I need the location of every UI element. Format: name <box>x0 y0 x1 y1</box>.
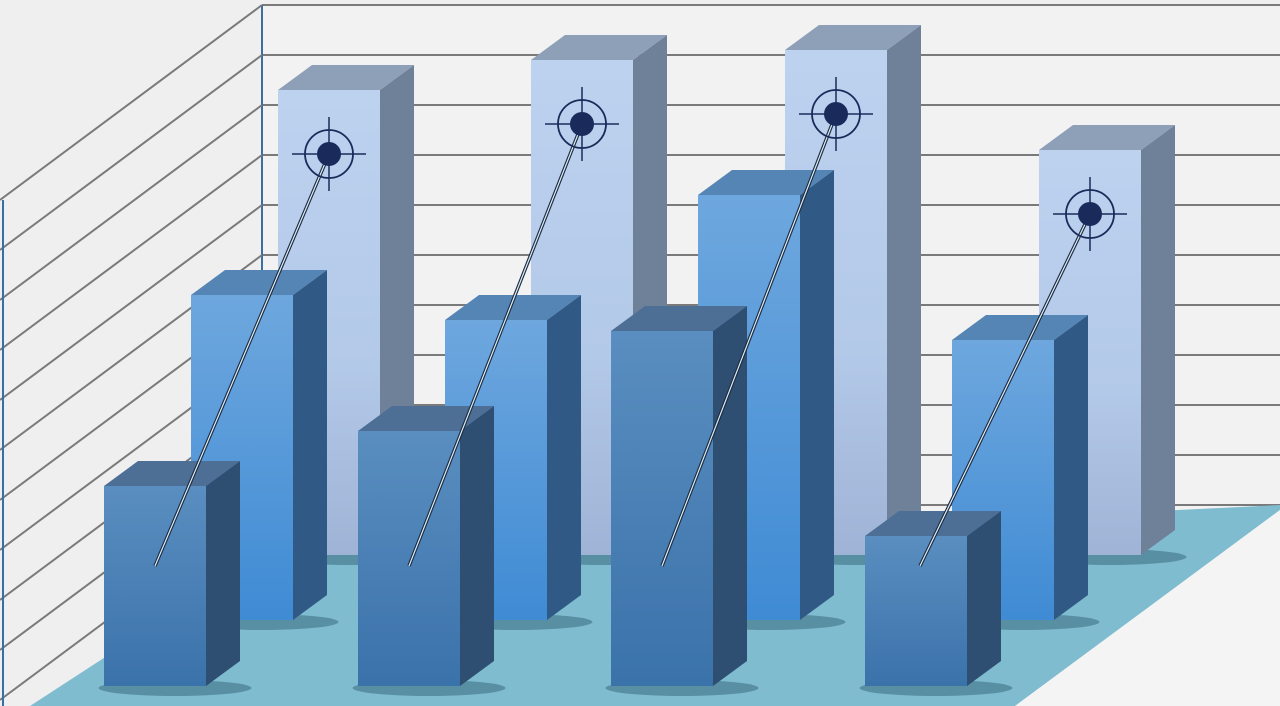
bar-top-face <box>445 295 581 320</box>
left-wall-gridline <box>0 204 263 401</box>
bar-side-face <box>206 461 240 686</box>
left-wall-gridline <box>0 154 263 351</box>
bar-top-face <box>785 25 921 50</box>
target-pointer-4 <box>918 177 1127 567</box>
target-pointers <box>153 77 1127 567</box>
bar-side-face <box>713 306 747 686</box>
bar-top-face <box>1039 125 1175 150</box>
floor-margin <box>1015 510 1280 706</box>
bar-side-face <box>460 406 494 686</box>
bar-front-face <box>611 331 713 686</box>
bar-front-4 <box>859 511 1013 696</box>
target-pointer-1 <box>153 117 366 567</box>
bar-top-face <box>191 270 327 295</box>
bar-front-1 <box>98 461 252 696</box>
bar-top-face <box>865 511 1001 536</box>
left-wall-gridline <box>0 4 263 201</box>
pointer-line-highlight <box>408 123 583 567</box>
bar-top-face <box>611 306 747 331</box>
bars <box>98 25 1187 696</box>
left-wall-gridline <box>0 54 263 251</box>
bar-middle-2 <box>439 295 593 630</box>
bar-front-face <box>865 536 967 686</box>
bar-front-2 <box>352 406 506 696</box>
bar-side-face <box>1054 315 1088 620</box>
bar-top-face <box>952 315 1088 340</box>
bar-side-face <box>293 270 327 620</box>
bar-middle-4 <box>946 315 1100 630</box>
pointer-line-highlight <box>154 153 330 567</box>
bar-side-face <box>887 25 921 555</box>
bar-top-face <box>278 65 414 90</box>
pointer-line-highlight <box>661 113 837 567</box>
bar-front-face <box>104 486 206 686</box>
left-wall-gridline <box>0 104 263 301</box>
bar-side-face <box>1141 125 1175 555</box>
bar-top-face <box>698 170 834 195</box>
bar-top-face <box>104 461 240 486</box>
target-pointer-2 <box>407 87 619 567</box>
bar-side-face <box>800 170 834 620</box>
target-pointer-3 <box>660 77 873 567</box>
bar-top-face <box>531 35 667 60</box>
bar-side-face <box>967 511 1001 686</box>
bar-front-face <box>358 431 460 686</box>
pointer-line-highlight <box>919 213 1091 567</box>
bar-front-3 <box>605 306 759 696</box>
bar-side-face <box>547 295 581 620</box>
bar-top-face <box>358 406 494 431</box>
bar-middle-1 <box>185 270 339 630</box>
